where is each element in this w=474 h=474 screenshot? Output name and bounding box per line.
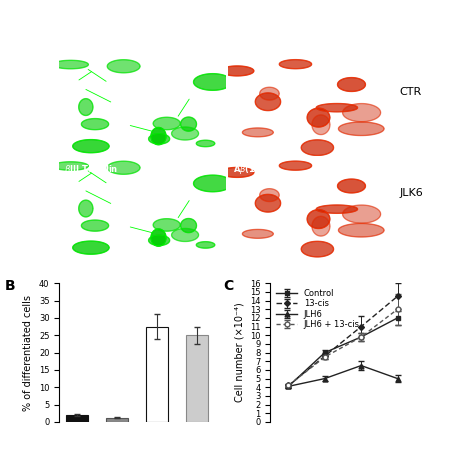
Polygon shape — [73, 140, 109, 153]
Polygon shape — [316, 103, 357, 112]
Polygon shape — [151, 128, 166, 145]
Polygon shape — [153, 117, 180, 130]
Text: CTR: CTR — [400, 87, 422, 97]
Polygon shape — [279, 60, 311, 69]
Polygon shape — [221, 167, 254, 177]
Polygon shape — [181, 117, 197, 131]
Text: JLK6: JLK6 — [400, 188, 423, 198]
Polygon shape — [196, 140, 215, 147]
Polygon shape — [193, 73, 232, 91]
Polygon shape — [338, 223, 384, 237]
Polygon shape — [279, 161, 311, 170]
Bar — [146, 327, 168, 422]
Polygon shape — [181, 219, 197, 233]
Polygon shape — [301, 241, 334, 257]
Polygon shape — [73, 241, 109, 254]
Polygon shape — [82, 220, 109, 231]
Polygon shape — [193, 175, 232, 192]
Polygon shape — [337, 179, 365, 193]
Polygon shape — [307, 210, 330, 228]
Text: $\beta$III Tubulin: $\beta$III Tubulin — [64, 164, 118, 176]
Polygon shape — [221, 66, 254, 76]
Polygon shape — [149, 134, 170, 144]
Bar — [106, 418, 128, 422]
Polygon shape — [301, 140, 334, 155]
Y-axis label: % of differentiated cells: % of differentiated cells — [23, 294, 33, 410]
Polygon shape — [196, 242, 215, 248]
Polygon shape — [79, 200, 93, 217]
Polygon shape — [312, 115, 330, 135]
Polygon shape — [260, 189, 279, 201]
Polygon shape — [172, 127, 199, 140]
Polygon shape — [255, 194, 281, 212]
Y-axis label: Cell number (×10⁻⁴): Cell number (×10⁻⁴) — [234, 303, 245, 402]
Polygon shape — [255, 93, 281, 110]
Polygon shape — [343, 205, 381, 223]
Polygon shape — [79, 99, 93, 116]
Polygon shape — [242, 128, 273, 137]
Legend: Control, 13-cis, JLH6, JLH6 + 13-cis: Control, 13-cis, JLH6, JLH6 + 13-cis — [274, 287, 361, 330]
Polygon shape — [307, 108, 330, 127]
Polygon shape — [337, 78, 365, 91]
Polygon shape — [53, 162, 88, 170]
Polygon shape — [338, 122, 384, 136]
Text: A$\beta$(1–17): A$\beta$(1–17) — [233, 164, 275, 176]
Polygon shape — [82, 118, 109, 130]
Polygon shape — [153, 219, 180, 231]
Polygon shape — [149, 235, 170, 246]
Polygon shape — [172, 228, 199, 241]
Bar — [186, 335, 209, 422]
Polygon shape — [53, 60, 88, 69]
Polygon shape — [107, 161, 140, 174]
Polygon shape — [343, 104, 381, 122]
Polygon shape — [316, 205, 357, 213]
Bar — [66, 415, 88, 422]
Polygon shape — [260, 87, 279, 100]
Polygon shape — [242, 229, 273, 238]
Polygon shape — [151, 229, 166, 246]
Text: B: B — [5, 279, 15, 293]
Polygon shape — [312, 216, 330, 236]
Polygon shape — [107, 60, 140, 73]
Text: C: C — [223, 279, 234, 293]
